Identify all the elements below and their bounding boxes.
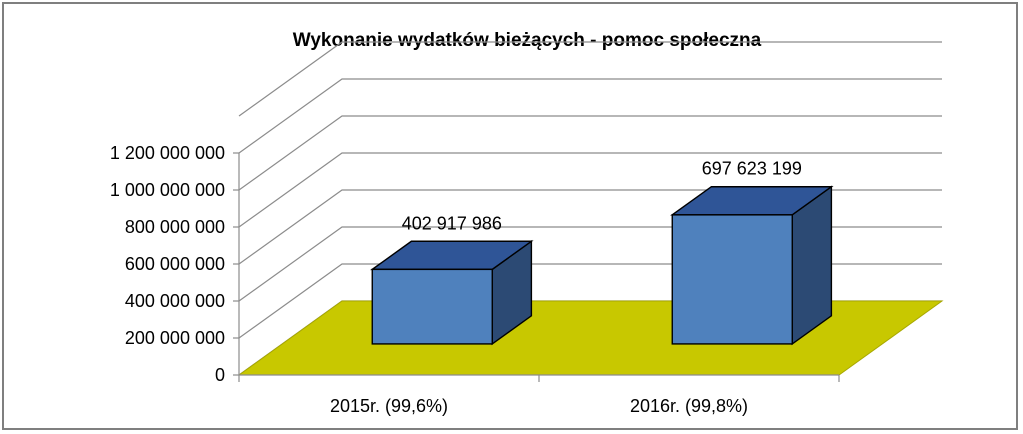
chart-title: Wykonanie wydatków bieżących - pomoc spo… bbox=[293, 30, 762, 51]
chart-bars bbox=[370, 185, 834, 346]
gridline bbox=[238, 78, 942, 154]
chart-frame: Wykonanie wydatków bieżących - pomoc spo… bbox=[2, 2, 1018, 430]
y-tick-label: 400 000 000 bbox=[125, 291, 225, 311]
gridline bbox=[238, 115, 942, 191]
y-tick-label: 800 000 000 bbox=[125, 217, 225, 237]
y-tick-label: 200 000 000 bbox=[125, 328, 225, 348]
gridline bbox=[238, 152, 942, 228]
data-label: 697 623 199 bbox=[702, 159, 802, 179]
category-label: 2016r. (99,8%) bbox=[630, 396, 748, 416]
category-label: 2015r. (99,6%) bbox=[330, 396, 448, 416]
chart-axes: 0 200 000 000 400 000 000 600 000 000 800 00… bbox=[110, 143, 840, 385]
gridline bbox=[238, 41, 942, 117]
chart-walls bbox=[238, 41, 942, 376]
y-tick-label: 1 200 000 000 bbox=[110, 143, 225, 163]
y-tick-label: 600 000 000 bbox=[125, 254, 225, 274]
bar bbox=[671, 214, 793, 345]
y-tick-label: 0 bbox=[215, 365, 225, 385]
bar bbox=[371, 268, 493, 345]
chart-floor-plane bbox=[237, 300, 944, 376]
data-label: 402 917 986 bbox=[402, 213, 502, 233]
chart-labels: 402 917 986 2015r. (99,6%) 697 623 199 2016… bbox=[330, 159, 802, 416]
y-tick-label: 1 000 000 000 bbox=[110, 180, 225, 200]
chart-area: Wykonanie wydatków bieżących - pomoc spo… bbox=[110, 30, 944, 416]
chart-floor bbox=[237, 300, 944, 376]
